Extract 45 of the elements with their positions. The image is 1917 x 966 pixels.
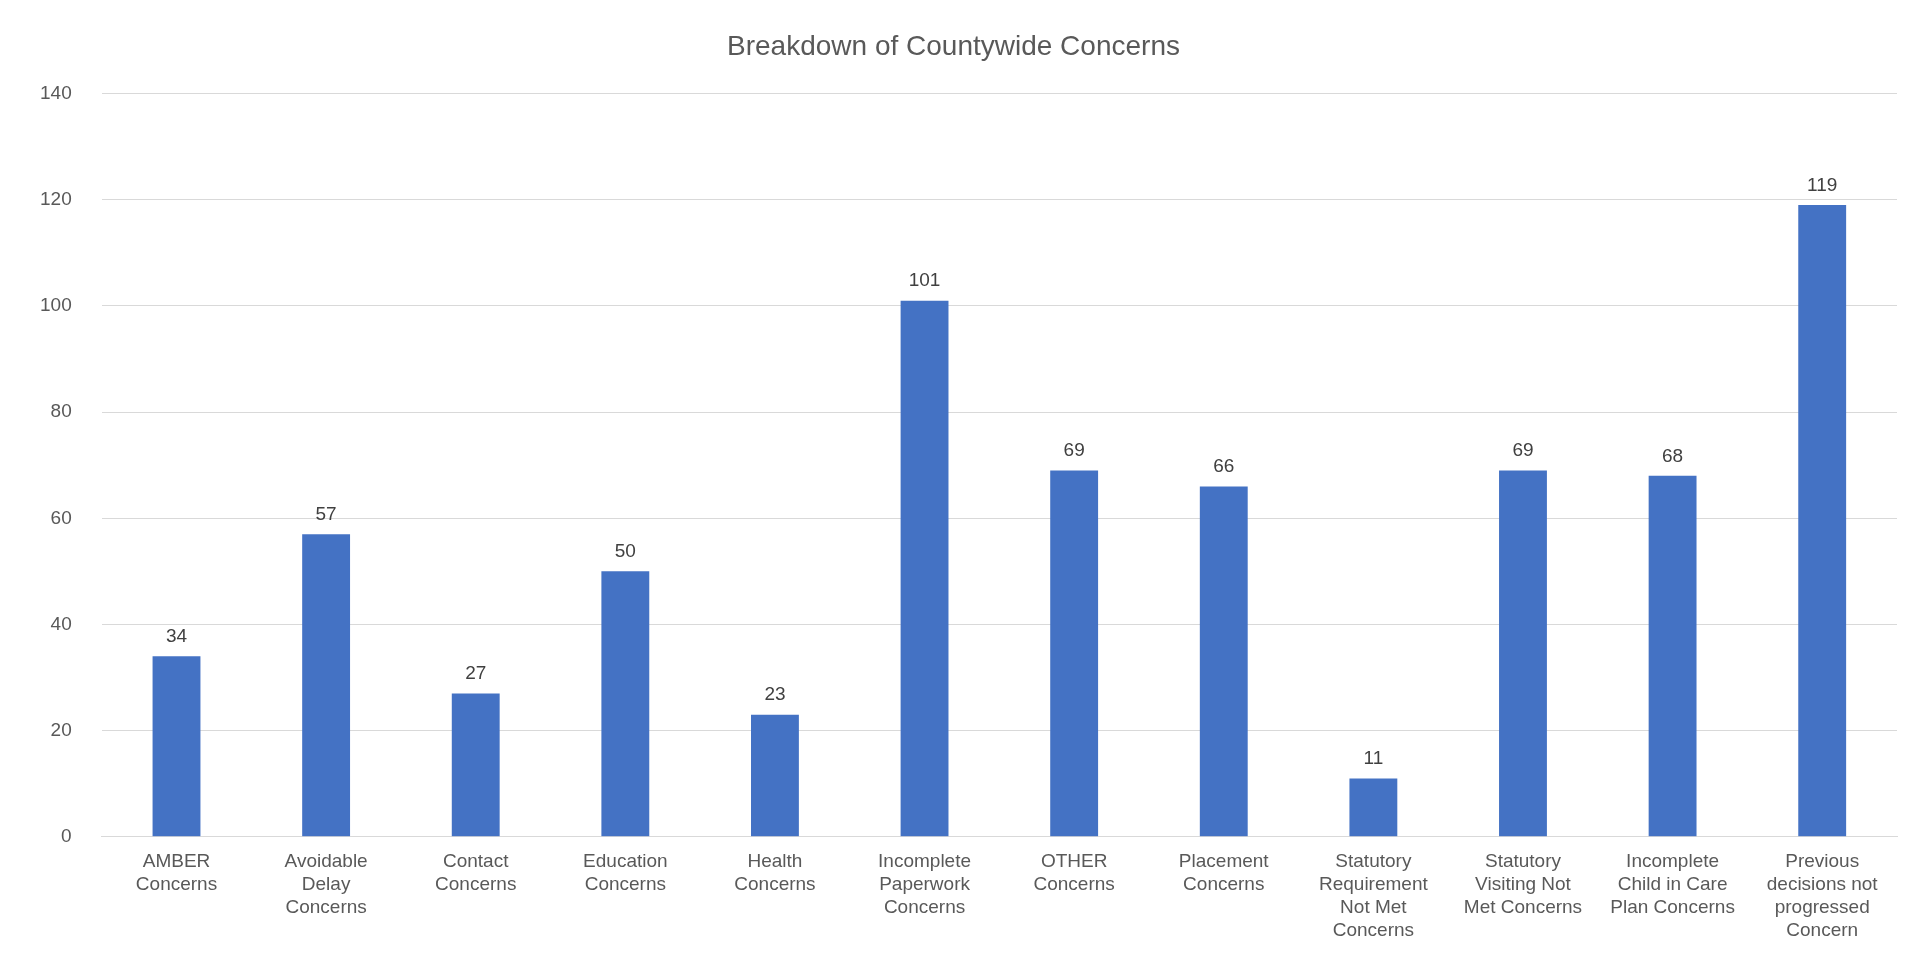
y-tick-label: 0 <box>61 825 72 847</box>
x-tick-label: Statutory Requirement Not Met Concerns <box>1318 850 1429 940</box>
bar <box>900 300 949 837</box>
data-label: 50 <box>614 540 636 562</box>
x-tick-label: Contact Concerns <box>435 850 517 895</box>
chart-title: Breakdown of Countywide Concerns <box>727 29 1180 61</box>
y-tick-label: 40 <box>50 612 72 634</box>
data-label: 119 <box>1807 173 1838 195</box>
data-label: 34 <box>165 625 188 647</box>
data-label: 69 <box>1512 439 1534 461</box>
data-label: 27 <box>465 662 487 684</box>
y-tick-label: 20 <box>50 718 72 740</box>
data-label: 57 <box>315 502 337 524</box>
x-tick-label: OTHER Concerns <box>1033 850 1115 895</box>
x-tick-label: Incomplete Child in Care Plan Concerns <box>1610 850 1735 918</box>
bar <box>751 714 799 837</box>
x-tick-label: Incomplete Paperwork Concerns <box>878 850 972 918</box>
x-tick-label: Avoidable Delay Concerns <box>284 850 368 918</box>
y-tick-label: 100 <box>40 294 72 316</box>
data-label: 23 <box>764 683 786 705</box>
bar <box>1349 778 1398 837</box>
bar <box>302 534 351 837</box>
bar <box>1050 470 1099 837</box>
data-label: 66 <box>1213 455 1235 477</box>
bar <box>1199 486 1248 837</box>
x-tick-label: Statutory Visiting Not Met Concerns <box>1463 850 1583 918</box>
y-tick-label: 120 <box>40 188 72 210</box>
y-tick-label: 140 <box>40 81 72 103</box>
data-label: 11 <box>1363 747 1384 769</box>
bar <box>451 693 500 837</box>
bar <box>1798 205 1847 837</box>
x-tick-label: AMBER Concerns <box>135 850 218 895</box>
y-tick-label: 60 <box>50 506 72 528</box>
bar <box>152 656 201 837</box>
x-tick-label: Health Concerns <box>734 850 816 895</box>
bar <box>1499 470 1547 837</box>
bar <box>1648 475 1697 837</box>
bar <box>601 571 650 837</box>
x-tick-label: Education Concerns <box>583 850 668 895</box>
data-label: 101 <box>908 269 941 291</box>
x-tick-label: Placement Concerns <box>1178 850 1270 895</box>
x-tick-label: Previous decisions not progressed Concern <box>1766 850 1879 940</box>
data-label: 69 <box>1063 439 1085 461</box>
y-tick-label: 80 <box>50 400 72 422</box>
data-label: 68 <box>1662 444 1684 466</box>
